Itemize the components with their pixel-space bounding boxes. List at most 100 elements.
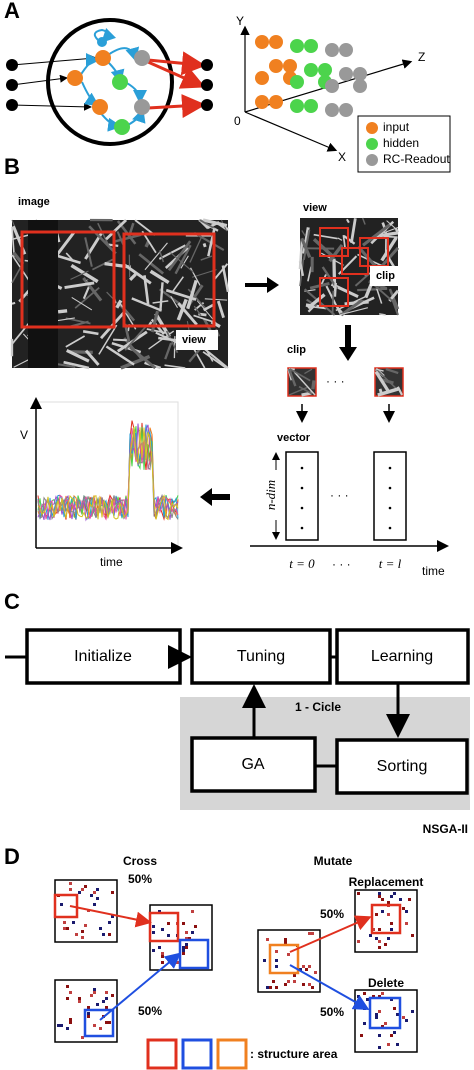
- cell: [390, 1034, 393, 1037]
- dim-label: n-dim: [263, 480, 278, 510]
- cell: [69, 888, 72, 891]
- texture: [174, 244, 192, 275]
- cell: [72, 921, 75, 924]
- texture: [55, 230, 76, 257]
- cell: [93, 1024, 96, 1027]
- texture: [343, 234, 356, 245]
- cell: [366, 998, 369, 1001]
- cell: [387, 913, 390, 916]
- texture: [374, 370, 390, 393]
- cell: [60, 1024, 63, 1027]
- cell: [87, 1012, 90, 1015]
- legend: input hidden RC-Readout: [357, 115, 451, 173]
- texture: [177, 302, 198, 326]
- flow-arrows: [5, 645, 410, 768]
- point: [255, 35, 269, 49]
- cell: [60, 903, 63, 906]
- cell: [387, 937, 390, 940]
- cell: [275, 986, 278, 989]
- scatter-points: [255, 35, 367, 117]
- texture: [98, 324, 118, 355]
- point: [290, 99, 304, 113]
- panel-label: A: [4, 0, 20, 23]
- step-boxes: [25, 628, 470, 795]
- texture: [312, 237, 335, 259]
- cell: [105, 997, 108, 1000]
- texture: [189, 236, 203, 263]
- texture: [92, 258, 114, 271]
- texture: [82, 276, 103, 302]
- cell: [402, 1016, 405, 1019]
- texture: [138, 253, 165, 275]
- point: [339, 103, 353, 117]
- cell: [381, 992, 384, 995]
- cell: [411, 1010, 414, 1013]
- texture: [11, 301, 16, 305]
- axis-label: 0: [234, 114, 241, 128]
- texture: [385, 367, 399, 375]
- texture: [143, 275, 150, 305]
- cell: [287, 953, 290, 956]
- texture: [116, 231, 125, 245]
- texture: [204, 298, 228, 301]
- cell: [87, 1006, 90, 1009]
- cell: [102, 1000, 105, 1003]
- cell: [108, 921, 111, 924]
- cell: [99, 1027, 102, 1030]
- texture: [64, 281, 95, 289]
- cell: [158, 946, 161, 949]
- texture: [127, 222, 135, 240]
- cell: [384, 1022, 387, 1025]
- panel-label: C: [4, 589, 20, 614]
- cell: [293, 974, 296, 977]
- cell: [396, 1013, 399, 1016]
- texture: [193, 232, 225, 251]
- point: [353, 67, 367, 81]
- texture: [293, 371, 316, 396]
- clips: [287, 367, 404, 397]
- cell: [311, 932, 314, 935]
- tag: view: [303, 202, 327, 214]
- cell: [266, 938, 269, 941]
- texture: [106, 291, 135, 322]
- cell: [105, 1021, 108, 1024]
- texture: [158, 250, 165, 263]
- network: [6, 18, 213, 146]
- texture: [128, 273, 137, 281]
- cell: [161, 952, 164, 955]
- texture: [331, 290, 335, 316]
- point: [269, 95, 283, 109]
- axis-label: Z: [418, 50, 425, 64]
- cell: [387, 1043, 390, 1046]
- texture: [302, 229, 311, 260]
- cell: [314, 971, 317, 974]
- texture: [11, 226, 16, 257]
- texture: [105, 345, 135, 366]
- texture: [84, 237, 93, 267]
- cell: [308, 932, 311, 935]
- cell: [375, 1016, 378, 1019]
- point: [353, 79, 367, 93]
- cell: [78, 1000, 81, 1003]
- cell: [302, 983, 305, 986]
- cell: [357, 940, 360, 943]
- step-label: Initialize: [74, 648, 132, 665]
- cell: [378, 946, 381, 949]
- axis-title: V: [20, 428, 28, 442]
- cell: [363, 1022, 366, 1025]
- cell: [363, 992, 366, 995]
- cell: [393, 1031, 396, 1034]
- cell: [185, 946, 188, 949]
- texture: [380, 378, 394, 385]
- cell: [185, 943, 188, 946]
- cell: [111, 915, 114, 918]
- cell: [375, 1013, 378, 1016]
- texture: [287, 368, 297, 387]
- step-label: GA: [241, 756, 264, 773]
- texture: [362, 223, 391, 247]
- cell: [66, 985, 69, 988]
- cycle-label: 1 - Cicle: [295, 700, 341, 714]
- cell: [63, 921, 66, 924]
- texture: [115, 299, 123, 309]
- texture: [311, 380, 316, 390]
